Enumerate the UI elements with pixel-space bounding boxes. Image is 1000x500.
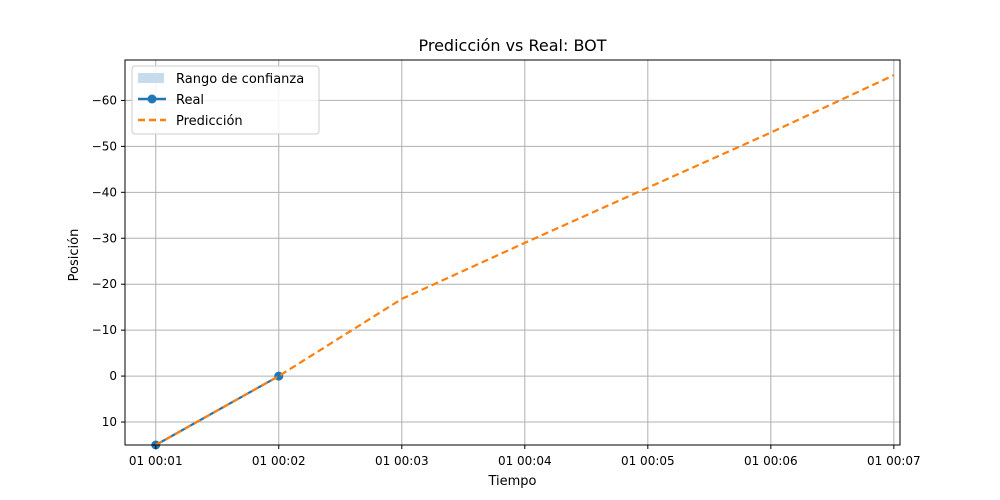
legend-label-real: Real (176, 93, 204, 108)
y-tick-label: −10 (92, 323, 117, 337)
legend-box (131, 65, 320, 135)
x-tick-label: 01 00:02 (252, 454, 306, 468)
chart-title: Predicción vs Real: BOT (418, 36, 606, 55)
legend-marker-real (147, 94, 157, 104)
x-tick-label: 01 00:06 (744, 454, 798, 468)
x-tick-label: 01 00:01 (129, 454, 183, 468)
x-axis: 01 00:01 01 00:02 01 00:03 01 00:04 01 00:05… (129, 445, 921, 468)
plot-frame (124, 59, 901, 446)
y-tick-label: 10 (102, 415, 117, 429)
grid (125, 60, 900, 445)
x-tick-label: 01 00:05 (621, 454, 675, 468)
legend-label-confidence: Rango de confianza (176, 72, 304, 87)
legend-label-prediccion: Predicción (176, 114, 243, 129)
y-tick-label: −20 (92, 277, 117, 291)
series-layer (151, 74, 895, 450)
x-tick-label: 01 00:07 (867, 454, 921, 468)
legend-swatch-confidence (138, 73, 164, 83)
y-tick-label: −30 (92, 231, 117, 245)
y-axis-label: Posición (67, 229, 82, 282)
y-axis: 10 0 −10 −20 −30 −40 −50 −60 (92, 93, 125, 429)
series-prediccion-line (155, 74, 895, 446)
y-tick-label: −40 (92, 185, 117, 199)
legend: Rango de confianza Real Predicción (131, 65, 320, 135)
x-tick-label: 01 00:03 (375, 454, 429, 468)
y-tick-label: 0 (109, 369, 117, 383)
y-tick-label: −60 (92, 93, 117, 107)
x-axis-label: Tiempo (487, 474, 536, 489)
x-tick-label: 01 00:04 (498, 454, 552, 468)
y-tick-label: −50 (92, 139, 117, 153)
